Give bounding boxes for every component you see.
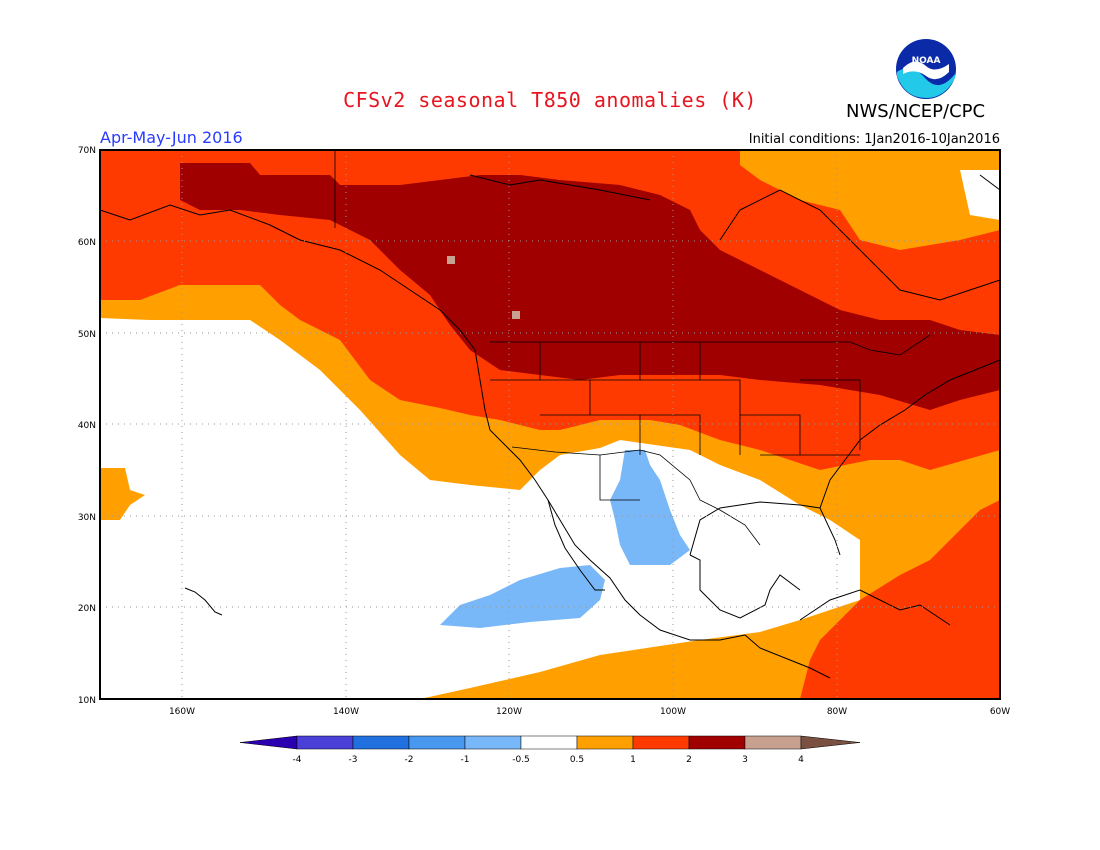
noaa-logo-text: NOAA (912, 56, 941, 66)
lat-label-40n: 40N (78, 421, 96, 431)
colorbar-label: 4 (798, 755, 804, 765)
lon-label-80w: 80W (827, 707, 847, 717)
lon-label-140w: 140W (333, 707, 359, 717)
lat-label-70n: 70N (78, 146, 96, 156)
lat-label-20n: 20N (78, 604, 96, 614)
lon-label-100w: 100W (660, 707, 686, 717)
colorbar-swatch (632, 735, 690, 750)
lat-label-60n: 60N (78, 238, 96, 248)
lat-label-10n: 10N (78, 696, 96, 706)
field-3-4-spot (447, 256, 455, 264)
colorbar-swatch (352, 735, 410, 750)
lat-label-30n: 30N (78, 513, 96, 523)
coastlines (100, 174, 1000, 679)
colorbar-label: -1 (461, 755, 470, 765)
field-0.5-1-ne (740, 150, 1000, 250)
colorbar-swatch (576, 735, 634, 750)
colorbar: -4 -3 -2 -1 -0.5 0.5 1 2 3 4 (239, 735, 861, 765)
colorbar-label: 2 (686, 755, 692, 765)
political-borders (334, 150, 931, 546)
initial-conditions: Initial conditions: 1Jan2016-10Jan2016 (748, 132, 1000, 147)
lon-label-160w: 160W (169, 707, 195, 717)
agency-label: NWS/NCEP/CPC (846, 101, 986, 122)
field-2-3 (180, 163, 1000, 410)
forecast-period: Apr-May-Jun 2016 (100, 128, 243, 147)
colorbar-label: -2 (405, 755, 414, 765)
colorbar-arrow-low (239, 735, 298, 750)
colorbar-arrow-high (800, 735, 861, 750)
map-frame (99, 149, 1001, 700)
colorbar-swatch (744, 735, 802, 750)
colorbar-swatch (520, 735, 578, 750)
field-3-4-spot (512, 311, 520, 319)
grid-lines (100, 150, 1000, 699)
colorbar-label: 1 (630, 755, 636, 765)
lat-label-50n: 50N (78, 330, 96, 340)
colorbar-swatch (688, 735, 746, 750)
chart-title: CFSv2 seasonal T850 anomalies (K) (343, 88, 757, 112)
lon-labels: 160W 140W 120W 100W 80W 60W (169, 707, 1010, 717)
colorbar-label: 3 (742, 755, 748, 765)
colorbar-label: 0.5 (570, 755, 584, 765)
lat-labels: 10N 20N 30N 40N 50N 60N 70N (78, 146, 96, 706)
field-1-2-se (800, 500, 1000, 699)
field-minus-1-west (440, 565, 605, 628)
field-minus-1-mex (610, 450, 690, 565)
colorbar-label: -3 (349, 755, 358, 765)
noaa-logo-icon: NOAA (896, 39, 956, 99)
lon-label-60w: 60W (990, 707, 1010, 717)
field-0.5-1-west (100, 468, 145, 520)
colorbar-swatch (296, 735, 354, 750)
colorbar-label: -4 (293, 755, 302, 765)
colorbar-label: -0.5 (512, 755, 530, 765)
colorbar-swatch (464, 735, 522, 750)
lon-label-120w: 120W (496, 707, 522, 717)
colorbar-swatch (408, 735, 466, 750)
